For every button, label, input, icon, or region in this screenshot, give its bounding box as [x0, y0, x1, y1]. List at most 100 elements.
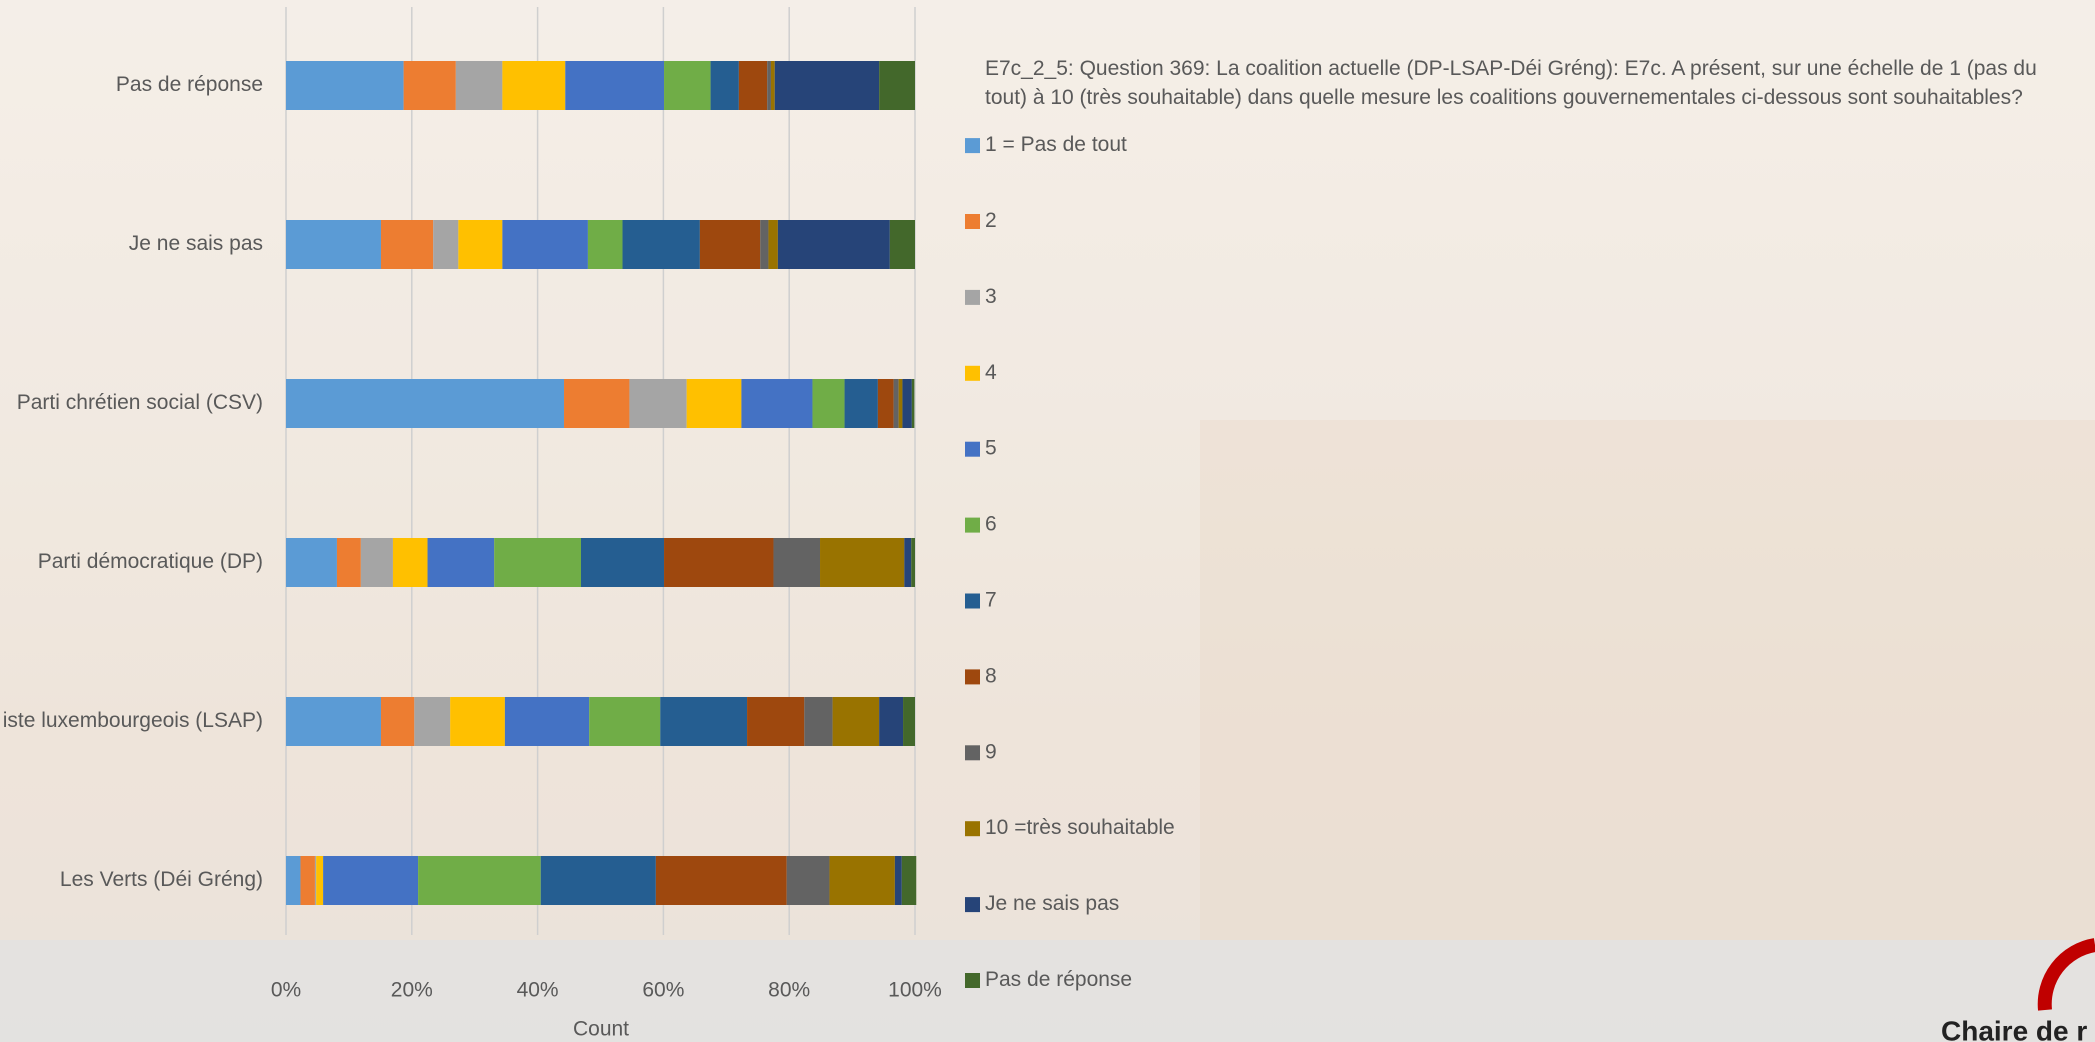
y-tick-label: Je ne sais pas — [129, 232, 263, 255]
legend-swatch — [965, 365, 980, 381]
bar-segment — [450, 697, 505, 746]
bar-segment — [629, 379, 687, 428]
x-tick-label: 40% — [517, 979, 559, 1002]
legend-swatch — [965, 289, 980, 305]
legend-swatch — [965, 517, 980, 533]
background-shape — [0, 940, 2095, 1042]
chart-title: E7c_2_5: Question 369: La coalition actu… — [985, 57, 2037, 109]
x-tick-label: 20% — [391, 979, 433, 1002]
bar-segment — [879, 61, 915, 110]
bar-segment — [323, 856, 419, 905]
bar-segment — [286, 61, 404, 110]
bar-segment — [738, 61, 768, 110]
bar-segment — [768, 220, 778, 269]
legend-swatch — [965, 897, 980, 913]
bar-segment — [655, 856, 787, 905]
bar-segment — [894, 856, 902, 905]
bar-segment — [767, 61, 771, 110]
legend-swatch — [965, 745, 980, 761]
bar-segment — [380, 697, 415, 746]
bar-segment — [286, 538, 337, 587]
bar-segment — [804, 697, 833, 746]
bar-segment — [812, 379, 845, 428]
bar-segment — [286, 697, 381, 746]
bar-segment — [589, 697, 661, 746]
bar-segment — [770, 61, 775, 110]
bar-segment — [786, 856, 830, 905]
bar-segment — [502, 61, 566, 110]
y-tick-label: Les Verts (Déi Gréng) — [60, 868, 263, 891]
bar-segment — [380, 220, 434, 269]
x-axis-label: Count — [573, 1018, 629, 1041]
bar-segment — [502, 220, 588, 269]
bar-segment — [392, 538, 428, 587]
legend-label: 6 — [985, 513, 997, 536]
legend-label: 10 =très souhaitable — [985, 816, 1175, 839]
bar-segment — [494, 538, 582, 587]
bar-segment — [903, 697, 915, 746]
bar-segment — [820, 538, 905, 587]
legend-swatch — [965, 138, 980, 154]
legend-label: 8 — [985, 664, 997, 687]
bar-segment — [829, 856, 895, 905]
bar-segment — [458, 220, 503, 269]
y-tick-label: Parti démocratique (DP) — [38, 550, 263, 573]
bar-segment — [565, 61, 665, 110]
bar-segment — [832, 697, 880, 746]
x-tick-label: 80% — [768, 979, 810, 1002]
bar-segment — [660, 697, 748, 746]
bar-segment — [418, 856, 541, 905]
legend-swatch — [965, 669, 980, 685]
legend-swatch — [965, 214, 980, 229]
bar-segment — [904, 538, 912, 587]
bar-segment — [760, 220, 769, 269]
bar-segment — [911, 379, 915, 428]
legend-swatch — [965, 593, 980, 609]
bar-segment — [664, 538, 774, 587]
logo-text: Chaire de r — [1941, 1015, 2087, 1042]
legend-label: 3 — [985, 285, 997, 308]
bar-segment — [286, 856, 301, 905]
bar-segment — [893, 379, 899, 428]
y-tick-label: iste luxembourgeois (LSAP) — [3, 709, 263, 732]
bar-segment — [774, 61, 880, 110]
bar-segment — [911, 538, 915, 587]
legend-swatch — [965, 973, 980, 988]
bar-segment — [901, 856, 917, 905]
bar-segment — [314, 856, 317, 905]
y-tick-label: Parti chrétien social (CSV) — [17, 391, 263, 414]
bar-segment — [664, 61, 711, 110]
bar-segment — [898, 379, 903, 428]
bar-segment — [433, 220, 459, 269]
bar-segment — [587, 220, 623, 269]
bar-segment — [300, 856, 315, 905]
legend-label: 1 = Pas de tout — [985, 133, 1127, 156]
bar-segment — [622, 220, 700, 269]
bar-segment — [777, 220, 890, 269]
bar-segment — [414, 697, 451, 746]
bar-segment — [747, 697, 805, 746]
bar-segment — [403, 61, 456, 110]
logo-arc — [2037, 938, 2095, 1011]
legend-label: Je ne sais pas — [985, 892, 1119, 915]
bar-segment — [336, 538, 361, 587]
x-tick-label: 0% — [271, 979, 301, 1002]
bar-segment — [286, 379, 565, 428]
bar-segment — [877, 379, 894, 428]
legend-label: Pas de réponse — [985, 968, 1132, 991]
bar-segment — [699, 220, 761, 269]
bar-segment — [710, 61, 739, 110]
bar-segment — [540, 856, 656, 905]
bar-segment — [581, 538, 665, 587]
bar-segment — [455, 61, 503, 110]
x-tick-label: 60% — [642, 979, 684, 1002]
bar-segment — [741, 379, 813, 428]
legend-swatch — [965, 821, 980, 837]
legend-label: 2 — [985, 209, 997, 232]
legend-label: 5 — [985, 437, 997, 460]
legend-label: 9 — [985, 740, 997, 763]
bar-segment — [564, 379, 630, 428]
legend-swatch — [965, 441, 980, 457]
